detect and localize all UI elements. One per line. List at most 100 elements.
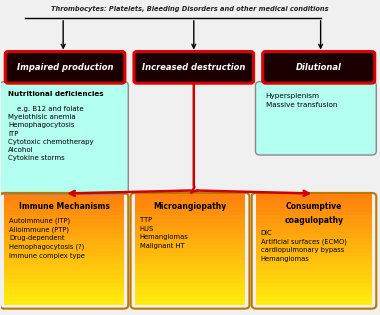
Text: Hypersplenism
Massive transfusion: Hypersplenism Massive transfusion [266,93,337,108]
FancyBboxPatch shape [255,82,376,155]
Bar [256,267,372,271]
Bar [135,256,245,260]
Bar [256,241,372,245]
Bar [5,249,124,253]
Bar [5,278,124,283]
Bar [5,200,124,204]
Bar [5,301,124,305]
Text: Dilutional: Dilutional [296,63,342,72]
Bar [135,192,245,197]
Text: DIC
Artificial surfaces (ECMO)
cardiopulmonary bypass
Hemangiomas: DIC Artificial surfaces (ECMO) cardiopul… [261,230,347,262]
FancyBboxPatch shape [263,51,375,83]
Bar [5,245,124,249]
Bar [256,245,372,249]
Bar [135,267,245,271]
Bar [5,271,124,275]
Bar [256,237,372,242]
Bar [256,226,372,230]
Bar [135,204,245,208]
Bar [5,192,124,197]
Bar [135,241,245,245]
Bar [135,293,245,297]
Bar [135,207,245,212]
Bar [5,289,124,294]
FancyBboxPatch shape [0,82,128,194]
Bar [5,260,124,264]
Bar [135,237,245,242]
Bar [135,289,245,294]
Bar [5,286,124,290]
Bar [135,278,245,283]
Text: Impaired production: Impaired production [17,63,113,72]
Text: Increased destruction: Increased destruction [142,63,245,72]
Text: Nutritional deficiencies: Nutritional deficiencies [8,91,104,97]
Bar [5,267,124,271]
Bar [5,207,124,212]
Bar [256,219,372,223]
Bar [256,260,372,264]
Bar [135,271,245,275]
Bar [5,297,124,301]
Bar [256,297,372,301]
Bar [135,219,245,223]
Bar [5,282,124,286]
Bar [135,282,245,286]
Bar [135,286,245,290]
Bar [256,252,372,256]
Bar [256,286,372,290]
Bar [135,263,245,267]
Bar [256,275,372,279]
Bar [256,271,372,275]
Bar [5,233,124,238]
Bar [5,256,124,260]
Bar [256,233,372,238]
Bar [256,204,372,208]
Bar [135,301,245,305]
Bar [256,249,372,253]
Bar [5,215,124,219]
Text: TTP
HUS
Hemangiomas
Malignant HT: TTP HUS Hemangiomas Malignant HT [139,217,188,249]
Bar [135,200,245,204]
Text: e.g. B12 and folate
Myelothisic anemia
Hemophagocytosis
ITP
Cytotoxic chemothera: e.g. B12 and folate Myelothisic anemia H… [8,106,94,161]
Text: Thrombocytes: Platelets, Bleeding Disorders and other medical conditions: Thrombocytes: Platelets, Bleeding Disord… [51,5,329,12]
Bar [256,196,372,200]
FancyBboxPatch shape [5,51,125,83]
Bar [256,256,372,260]
Bar [5,219,124,223]
Bar [135,245,245,249]
Text: Immune Mechanisms: Immune Mechanisms [19,202,109,211]
Bar [256,230,372,234]
Bar [256,200,372,204]
Bar [256,289,372,294]
Bar [135,222,245,226]
Bar [256,301,372,305]
Bar [135,215,245,219]
Bar [135,211,245,215]
Bar [135,260,245,264]
Bar [135,275,245,279]
Bar [5,275,124,279]
Bar [256,192,372,197]
Bar [5,237,124,242]
Bar [5,226,124,230]
Bar [5,293,124,297]
Bar [135,196,245,200]
Text: coagulopathy: coagulopathy [285,216,344,225]
Bar [5,204,124,208]
Bar [256,278,372,283]
Bar [256,215,372,219]
Text: Consumptive: Consumptive [286,202,342,211]
Bar [135,230,245,234]
Bar [135,226,245,230]
Bar [256,211,372,215]
Bar [5,241,124,245]
Text: Autoimmune (ITP)
Alloimmune (PTP)
Drug-dependent
Hemophagocytosis (?)
Immune com: Autoimmune (ITP) Alloimmune (PTP) Drug-d… [9,217,85,259]
Bar [256,282,372,286]
Bar [256,293,372,297]
Text: Microangiopathy: Microangiopathy [154,202,226,211]
Bar [256,207,372,212]
Bar [5,263,124,267]
Bar [135,297,245,301]
FancyBboxPatch shape [134,51,253,83]
Bar [256,222,372,226]
